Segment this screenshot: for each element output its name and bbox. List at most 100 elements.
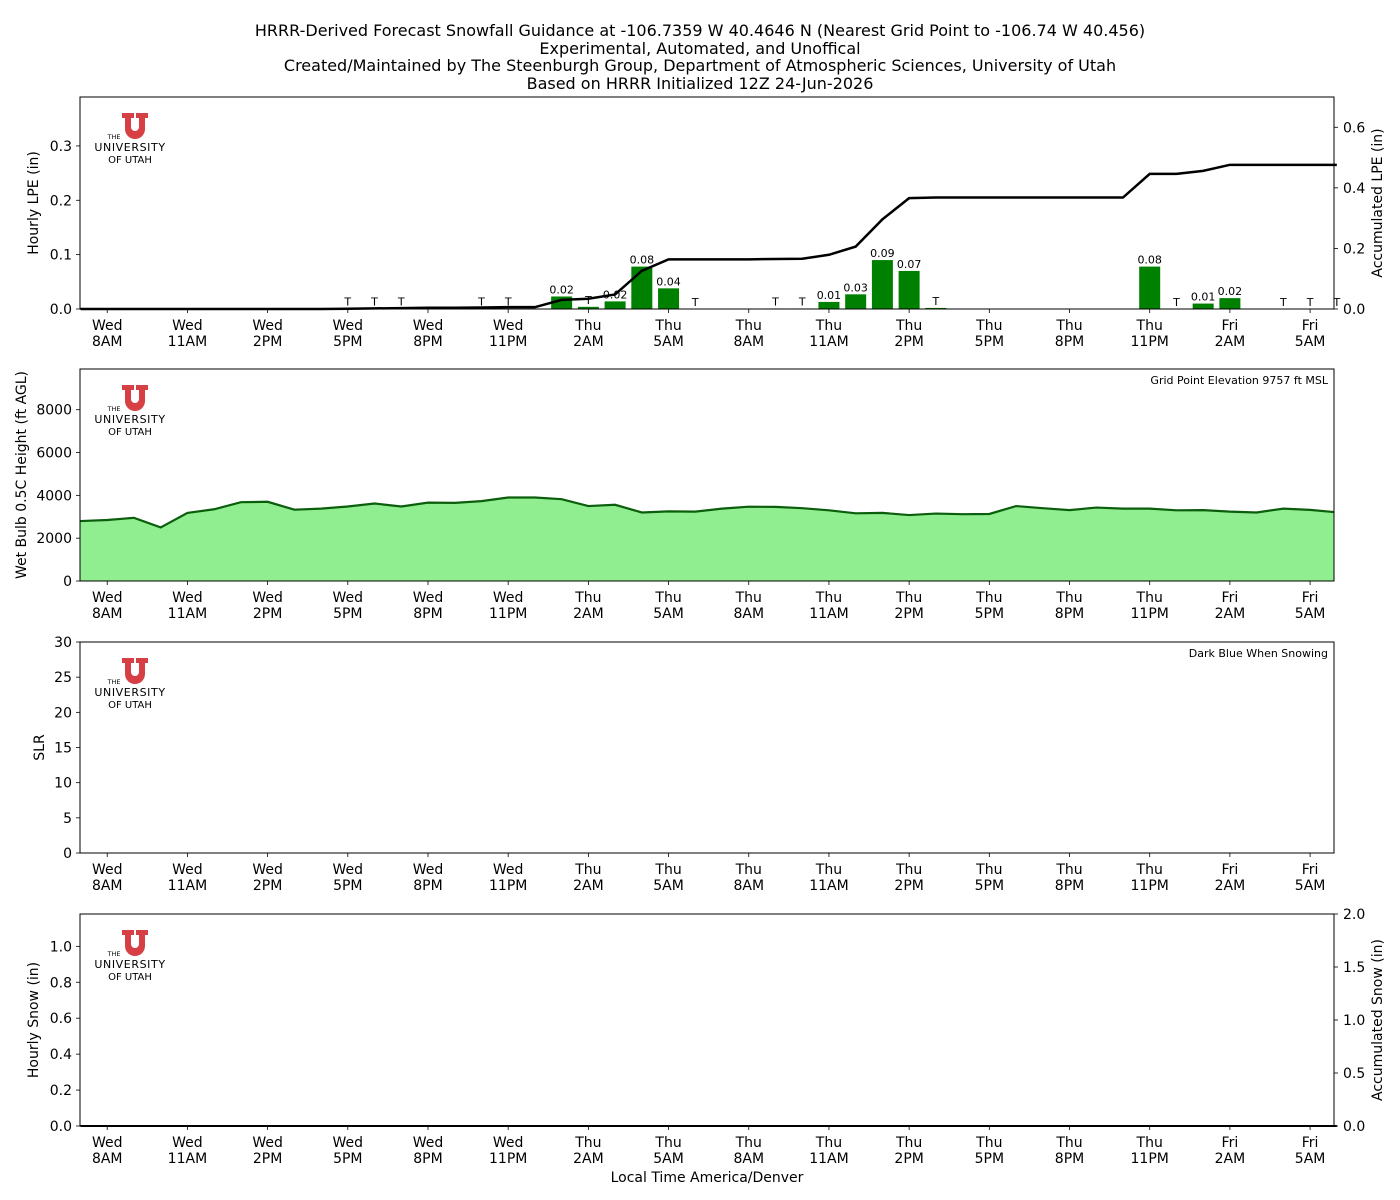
x-tick-label-day: Wed (252, 862, 283, 878)
x-tick-label-day: Wed (413, 862, 444, 878)
y2-tick-label: 2.0 (1343, 907, 1365, 923)
x-tick-label-time: 8AM (733, 878, 764, 894)
x-tick-label-day: Thu (574, 1135, 601, 1151)
x-tick-label-time: 11PM (489, 334, 527, 350)
panel-snow-axes: Wed8AMWed11AMWed2PMWed5PMWed8PMWed11PMTh… (26, 907, 1386, 1167)
logo-line-the: THE (107, 950, 121, 958)
logo-line-university: UNIVERSITY (94, 958, 165, 971)
y-tick-label: 1.0 (50, 939, 72, 955)
y-axis-label: Hourly LPE (in) (26, 151, 42, 255)
x-tick-label-time: 2PM (253, 1151, 282, 1167)
y-tick-label: 0.1 (50, 248, 72, 264)
y-tick-label: 25 (54, 670, 72, 686)
x-tick-label-time: 5AM (653, 878, 684, 894)
lpe-bar-label: T (584, 294, 592, 307)
x-tick-label-time: 5PM (333, 878, 362, 894)
y-tick-label: 5 (63, 811, 72, 827)
x-tick-label-day: Thu (654, 1135, 681, 1151)
lpe-bar (898, 270, 920, 309)
y2-axis-label: Accumulated LPE (in) (1370, 128, 1386, 277)
x-tick-label-time: 5PM (975, 1151, 1004, 1167)
lpe-bar-label: T (771, 295, 779, 308)
lpe-bar-label: T (504, 295, 512, 308)
x-tick-label-day: Wed (92, 862, 123, 878)
lpe-bar (925, 307, 947, 309)
x-tick-label-day: Fri (1302, 590, 1319, 606)
lpe-bar-label: T (1172, 296, 1180, 309)
lpe-bar-label: T (1306, 296, 1314, 309)
x-tick-label-time: 8PM (1055, 1151, 1084, 1167)
x-tick-label-time: 11AM (809, 606, 848, 622)
y-tick-label: 20 (54, 705, 72, 721)
x-tick-label-day: Thu (1136, 1135, 1163, 1151)
y2-tick-label: 0.2 (1343, 241, 1365, 257)
x-tick-label-day: Thu (895, 862, 922, 878)
logo-line-the: THE (107, 405, 121, 413)
lpe-bar-label: 0.07 (897, 258, 922, 271)
x-tick-label-day: Thu (975, 318, 1002, 334)
x-tick-label-time: 8PM (413, 1151, 442, 1167)
lpe-bar-label: T (798, 295, 806, 308)
title-line-3: Created/Maintained by The Steenburgh Gro… (283, 56, 1117, 75)
x-tick-label-day: Thu (735, 590, 762, 606)
x-tick-label-day: Thu (735, 318, 762, 334)
lpe-bar-label: T (370, 295, 378, 308)
x-tick-label-time: 8PM (1055, 878, 1084, 894)
x-tick-label-day: Fri (1222, 590, 1239, 606)
x-tick-label-day: Wed (413, 1135, 444, 1151)
x-tick-label-day: Thu (895, 590, 922, 606)
block-u-icon (122, 385, 148, 411)
y2-tick-label: 0.4 (1343, 181, 1365, 197)
x-tick-label-time: 5AM (653, 1151, 684, 1167)
x-tick-label-day: Thu (975, 862, 1002, 878)
x-tick-label-day: Fri (1222, 862, 1239, 878)
x-tick-label-time: 11AM (168, 606, 207, 622)
x-tick-label-day: Thu (815, 862, 842, 878)
x-tick-label-time: 2AM (1215, 334, 1246, 350)
y2-tick-label: 0.6 (1343, 120, 1365, 136)
x-tick-label-time: 2AM (1215, 878, 1246, 894)
lpe-bar-label: 0.04 (656, 275, 681, 288)
x-tick-label-time: 2AM (573, 878, 604, 894)
x-tick-label-time: 5PM (975, 878, 1004, 894)
x-tick-label-time: 5AM (1295, 606, 1326, 622)
x-tick-label-time: 11AM (168, 878, 207, 894)
x-tick-label-time: 8AM (92, 1151, 123, 1167)
lpe-bar-label: 0.03 (843, 281, 868, 294)
logo-line-of-utah: OF UTAH (108, 972, 152, 983)
x-tick-label-day: Thu (654, 862, 681, 878)
logo-line-university: UNIVERSITY (94, 686, 165, 699)
x-tick-label-time: 8AM (92, 878, 123, 894)
block-u-icon (122, 113, 148, 139)
x-tick-label-day: Thu (1136, 862, 1163, 878)
x-tick-label-time: 2PM (253, 606, 282, 622)
x-tick-label-day: Thu (1136, 318, 1163, 334)
lpe-bar-label: 0.08 (1137, 254, 1162, 267)
panel-annotation: Grid Point Elevation 9757 ft MSL (1150, 374, 1328, 387)
x-tick-label-day: Wed (252, 318, 283, 334)
lpe-bar-label: T (931, 295, 939, 308)
x-tick-label-day: Wed (92, 318, 123, 334)
x-tick-label-time: 5AM (653, 334, 684, 350)
x-tick-label-day: Thu (895, 1135, 922, 1151)
x-tick-label-day: Thu (574, 590, 601, 606)
lpe-bar (604, 301, 626, 309)
x-tick-label-time: 5AM (1295, 334, 1326, 350)
x-tick-label-day: Wed (172, 318, 203, 334)
x-tick-label-day: Wed (493, 1135, 524, 1151)
x-tick-label-day: Thu (1055, 1135, 1082, 1151)
x-tick-label-day: Thu (895, 318, 922, 334)
x-tick-label-time: 2PM (894, 606, 923, 622)
y-tick-label: 10 (54, 776, 72, 792)
y-tick-label: 30 (54, 635, 72, 651)
panel-lpe-frame (79, 96, 1335, 310)
panel-slr-frame (79, 641, 1335, 854)
x-tick-label-time: 8PM (413, 606, 442, 622)
x-tick-label-day: Thu (815, 1135, 842, 1151)
y-tick-label: 0.2 (50, 193, 72, 209)
x-tick-label-day: Thu (735, 1135, 762, 1151)
